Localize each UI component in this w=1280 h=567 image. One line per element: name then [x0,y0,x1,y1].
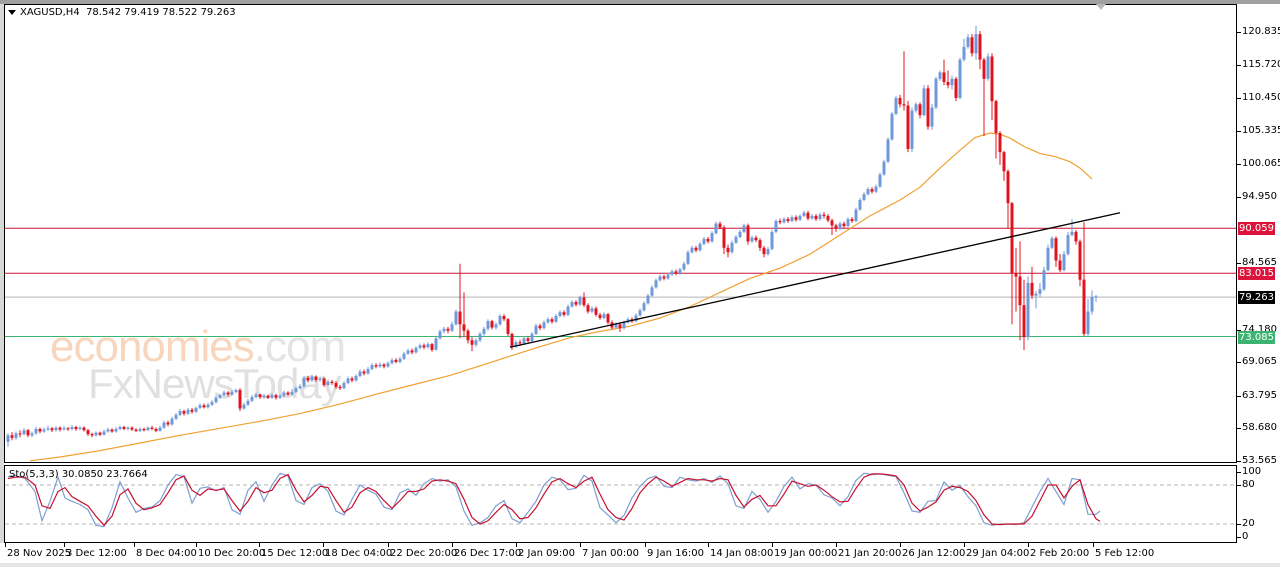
window-top-border [0,0,1280,4]
price-tick [1237,98,1241,100]
stoch-label: 80 [1242,479,1255,490]
price-label: 120.835 [1242,26,1280,37]
price-label: 105.335 [1242,124,1280,136]
time-tick [5,543,6,547]
price-tick [1237,64,1241,66]
stoch-label: 100 [1242,466,1262,477]
watermark-text-suffix: .com [253,322,346,371]
time-tick [196,543,197,547]
time-tick [64,543,65,547]
price-tick [1237,362,1241,364]
stoch-label: 0 [1242,531,1249,542]
time-tick [772,543,773,547]
time-tick [134,543,135,547]
stochastic-pane[interactable] [4,465,1237,543]
price-label: 100.065 [1242,158,1280,170]
price-tick [1237,164,1241,166]
price-plot [5,25,1236,462]
time-label: 2 Jan 09:00 [518,548,575,559]
time-tick [900,543,901,547]
stoch-tick [1237,537,1241,538]
time-tick [388,543,389,547]
time-label: 28 Nov 2025 [7,548,72,559]
price-tick [1237,395,1241,397]
time-label: 7 Jan 00:00 [582,548,639,559]
current-price-price-tag: 79.263 [1238,291,1275,305]
time-label: 2 Feb 20:00 [1030,548,1090,559]
time-label: 21 Jan 20:00 [838,548,902,559]
stoch-tick [1237,485,1241,486]
ohlc-values: 78.542 79.419 78.522 79.263 [86,7,236,18]
watermark-economies: economies.com [50,322,346,372]
symbol-info: XAGUSD,H4 78.542 79.419 78.522 79.263 [8,7,236,18]
stochastic-plot [5,472,1236,528]
time-label: 26 Jan 12:00 [902,548,966,559]
time-label: 5 Feb 12:00 [1095,548,1155,559]
price-label: 74.180 [1242,323,1277,335]
stoch-tick [1237,472,1241,473]
time-label: 8 Dec 04:00 [136,548,197,559]
left-border [0,4,4,544]
price-label: 69.065 [1242,356,1277,368]
support-price-tag: 73.085 [1238,330,1275,344]
price-label: 53.565 [1242,455,1277,467]
price-tick [1237,461,1241,463]
trendline [509,212,1121,348]
time-tick [323,543,324,547]
time-tick [452,543,453,547]
time-tick [1028,543,1029,547]
time-label: 15 Dec 12:00 [261,548,329,559]
moving-average-line [29,132,1093,462]
price-label: 110.450 [1242,92,1280,104]
price-label: 63.795 [1242,389,1277,401]
watermark-text-main: economies [50,322,255,371]
time-tick [259,543,260,547]
price-tick [1237,32,1241,33]
price-tick [1237,263,1241,265]
price-tick [1237,329,1241,331]
stochastic-signal-line [7,473,1101,527]
price-label: 115.720 [1242,58,1280,70]
time-label: 22 Dec 20:00 [390,548,458,559]
time-tick [964,543,965,547]
time-label: 29 Jan 04:00 [966,548,1030,559]
bottom-border [0,563,1280,567]
time-tick [708,543,709,547]
price-label: 58.680 [1242,422,1277,434]
price-label: 84.565 [1242,257,1277,269]
time-tick [516,543,517,547]
time-label: 9 Jan 16:00 [647,548,704,559]
time-label: 19 Jan 00:00 [774,548,838,559]
time-label: 3 Dec 12:00 [66,548,127,559]
time-tick [1093,543,1094,547]
price-chart-pane[interactable] [4,4,1237,463]
time-label: 14 Jan 08:00 [710,548,774,559]
time-tick [580,543,581,547]
time-tick [645,543,646,547]
upper-resistance-price-tag: 90.059 [1238,222,1275,236]
chart-shift-marker-icon[interactable] [1096,4,1106,10]
stoch-label: 20 [1242,518,1255,529]
dropdown-triangle-icon[interactable] [8,9,16,15]
lower-resistance-price-tag: 83.015 [1238,267,1275,281]
time-tick [836,543,837,547]
price-tick [1237,197,1241,199]
time-label: 26 Dec 17:00 [454,548,522,559]
price-label: 94.950 [1242,191,1277,203]
stochastic-label: Sto(5,3,3) 30.0850 23.7664 [9,469,148,480]
price-tick [1237,130,1241,132]
time-label: 18 Dec 04:00 [325,548,393,559]
symbol-name: XAGUSD,H4 [20,7,80,18]
time-label: 10 Dec 20:00 [198,548,266,559]
stoch-tick [1237,524,1241,525]
price-tick [1237,428,1241,430]
